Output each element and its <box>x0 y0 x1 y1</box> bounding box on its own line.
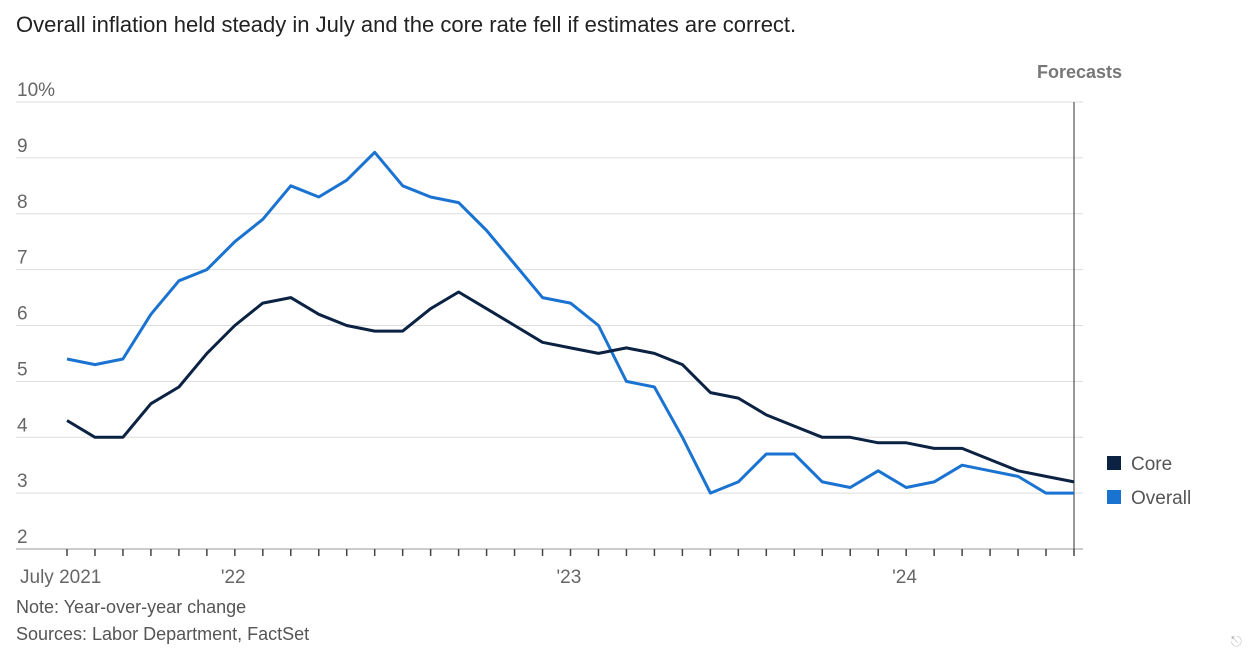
series-line-core <box>66 290 1075 484</box>
chart-source: Sources: Labor Department, FactSet <box>16 624 310 644</box>
y-tick-label: 4 <box>17 415 28 436</box>
series-line-overall <box>66 150 1074 495</box>
y-tick-label: 8 <box>17 192 28 213</box>
y-axis-tick-labels: 10% 9 8 7 6 5 4 3 2 <box>17 80 55 548</box>
y-tick-label: 6 <box>17 304 28 325</box>
chart-note: Note: Year-over-year change <box>16 597 247 617</box>
x-axis: July 2021 '22 '23 '24 <box>20 549 1075 588</box>
gridlines <box>16 101 1083 550</box>
y-tick-label: 9 <box>17 136 28 157</box>
legend-label-core: Core <box>1131 454 1172 475</box>
legend-swatch-overall <box>1107 490 1121 504</box>
watermark-logo: ⎋ <box>1230 634 1242 650</box>
y-tick-label: 2 <box>17 527 28 548</box>
legend-swatch-core <box>1107 456 1121 470</box>
x-tick-label: '23 <box>557 567 582 588</box>
x-tick-label: '22 <box>221 567 246 588</box>
y-tick-label: 3 <box>17 471 28 492</box>
forecast-marker: Forecasts <box>1037 62 1122 549</box>
series-lines <box>66 150 1075 495</box>
y-tick-label: 7 <box>17 248 28 269</box>
x-tick-label: '24 <box>892 567 917 588</box>
legend-label-overall: Overall <box>1131 488 1191 509</box>
chart-title: Overall inflation held steady in July an… <box>16 12 797 37</box>
forecast-label: Forecasts <box>1037 62 1122 82</box>
y-tick-label: 10% <box>17 80 55 101</box>
x-tick-label: July 2021 <box>20 567 101 588</box>
y-tick-label: 5 <box>17 359 28 380</box>
legend: Core Overall <box>1107 454 1191 509</box>
